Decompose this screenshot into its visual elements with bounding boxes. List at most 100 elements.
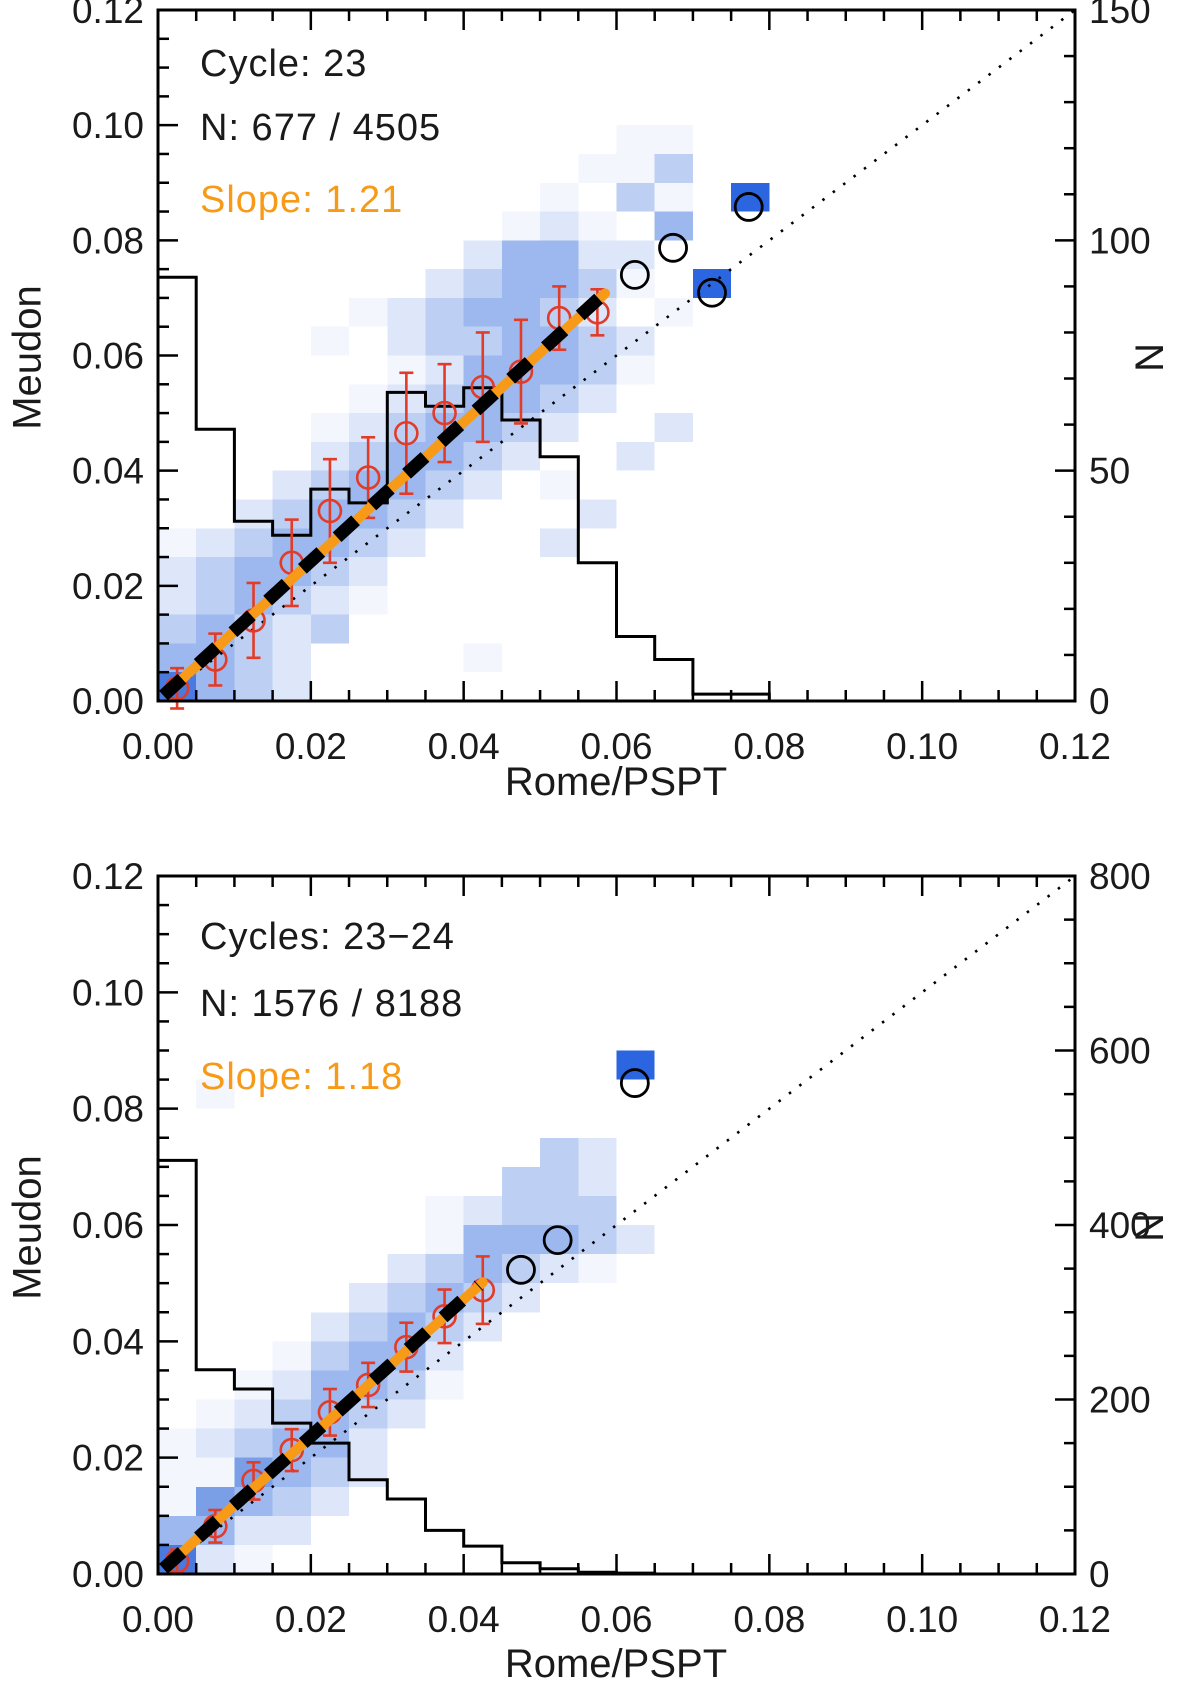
x-tick-label: 0.02 [275,1599,347,1640]
heatmap-cell [310,1457,350,1487]
heatmap-cell [425,1225,464,1255]
heatmap-cell [234,1370,273,1400]
heatmap-cell [349,557,388,586]
heatmap-cell [196,1544,235,1574]
panel2-slope-label: Slope: 1.18 [200,1056,404,1098]
heatmap-cell [501,1195,541,1225]
panel2-n-axis-title: N [1126,1213,1171,1242]
heatmap-cell [731,182,770,212]
panel2-y-axis-title: Meudon [5,1155,50,1300]
heatmap-cell [654,125,693,154]
heatmap-cell [310,326,350,356]
heatmap-cell [196,1428,235,1458]
y-tick-label: 0.12 [72,0,144,31]
heatmap-cell [616,240,655,270]
heatmap-cell [616,182,655,212]
median-circle [317,498,343,524]
y-tick-label: 0.00 [72,1554,144,1595]
x-tick-label: 0.08 [733,1599,805,1640]
heatmap-cell [158,1486,197,1516]
heatmap-cell [234,1544,273,1574]
heatmap-cell [578,1195,617,1225]
heatmap-cell [501,441,541,471]
heatmap-cell [578,499,617,529]
heatmap-cell [425,470,464,500]
heatmap-cell [349,384,388,414]
y-tick-label: 0.10 [72,105,144,146]
heatmap-cell [425,1254,464,1284]
histogram-outline [158,275,771,701]
heatmap-cell [234,499,273,529]
n-tick-label: 800 [1089,856,1151,897]
heatmap-cell [234,528,273,558]
heatmap-cell [272,672,311,701]
x-tick-label: 0.12 [1039,726,1111,767]
outlier-open-circle [697,277,727,308]
heatmap-cell [387,1283,426,1313]
heatmap-cell [196,1457,235,1487]
heatmap-cell [654,413,693,442]
outlier-open-circle [542,1225,573,1256]
heatmap-cell [349,1428,388,1458]
panel2-count-label: N: 1576 / 8188 [200,983,464,1025]
heatmap-cell [463,470,502,500]
panel2-cycle-label: Cycles: 23−24 [200,916,455,958]
n-tick-label: 0 [1089,1554,1110,1595]
y-tick-label: 0.04 [72,1321,144,1362]
n-tick-label: 600 [1089,1031,1151,1072]
x-tick-label: 0.10 [886,1599,958,1640]
identity-line [157,8,1076,703]
heatmap-cell [540,1166,579,1196]
heatmap-cell [349,1283,388,1313]
n-tick-label: 200 [1089,1380,1151,1421]
heatmap-cell [158,1457,197,1487]
y-tick-label: 0.08 [72,1089,144,1130]
heatmap-cell [578,1166,617,1196]
heatmap-cell [578,1254,617,1284]
heatmap-cell [501,211,541,241]
heatmap-cell [425,1370,464,1400]
x-tick-label: 0.04 [428,726,500,767]
median-circle [432,400,457,426]
heatmap-cell [654,211,693,241]
heatmap-cell [540,1137,579,1167]
heatmap-cell [463,1225,502,1255]
fit-line-dashed [159,291,606,701]
x-tick-label: 0.12 [1039,1599,1111,1640]
panel1-y-axis-title: Meudon [5,285,50,430]
n-tick-label: 150 [1089,0,1151,31]
heatmap-cell [310,585,350,615]
heatmap-cell [540,182,579,212]
x-tick-label: 0.06 [580,726,652,767]
heatmap-cell [158,557,197,586]
y-tick-label: 0.06 [72,1205,144,1246]
heatmap-cell [272,1341,311,1371]
heatmap-cell [310,1486,350,1516]
heatmap-cell [616,125,655,154]
heatmap-cell [425,1195,464,1225]
heatmap-cell [349,1312,388,1342]
heatmap-cell [654,153,693,183]
heatmap-cell [425,269,464,298]
heatmap-cell [463,441,502,471]
median-circle [394,420,419,446]
heatmap-cell [578,1225,617,1255]
heatmap-cell [310,413,350,442]
heatmap-cell [158,528,197,558]
heatmap-cell [654,182,693,212]
heatmap-cell [616,355,655,385]
y-tick-label: 0.00 [72,681,144,722]
heatmap-cell [578,384,617,414]
median-circle [432,1304,457,1329]
n-tick-label: 100 [1089,220,1151,261]
fit-line-orange [164,1277,488,1569]
heatmap-cell [349,297,388,327]
heatmap-cell [272,1515,311,1545]
n-tick-label: 0 [1089,681,1110,722]
heatmap-cell [616,1225,655,1255]
panel1-cycle-label: Cycle: 23 [200,43,368,85]
outlier-open-circle [658,232,688,263]
heatmap-cell [272,614,311,644]
